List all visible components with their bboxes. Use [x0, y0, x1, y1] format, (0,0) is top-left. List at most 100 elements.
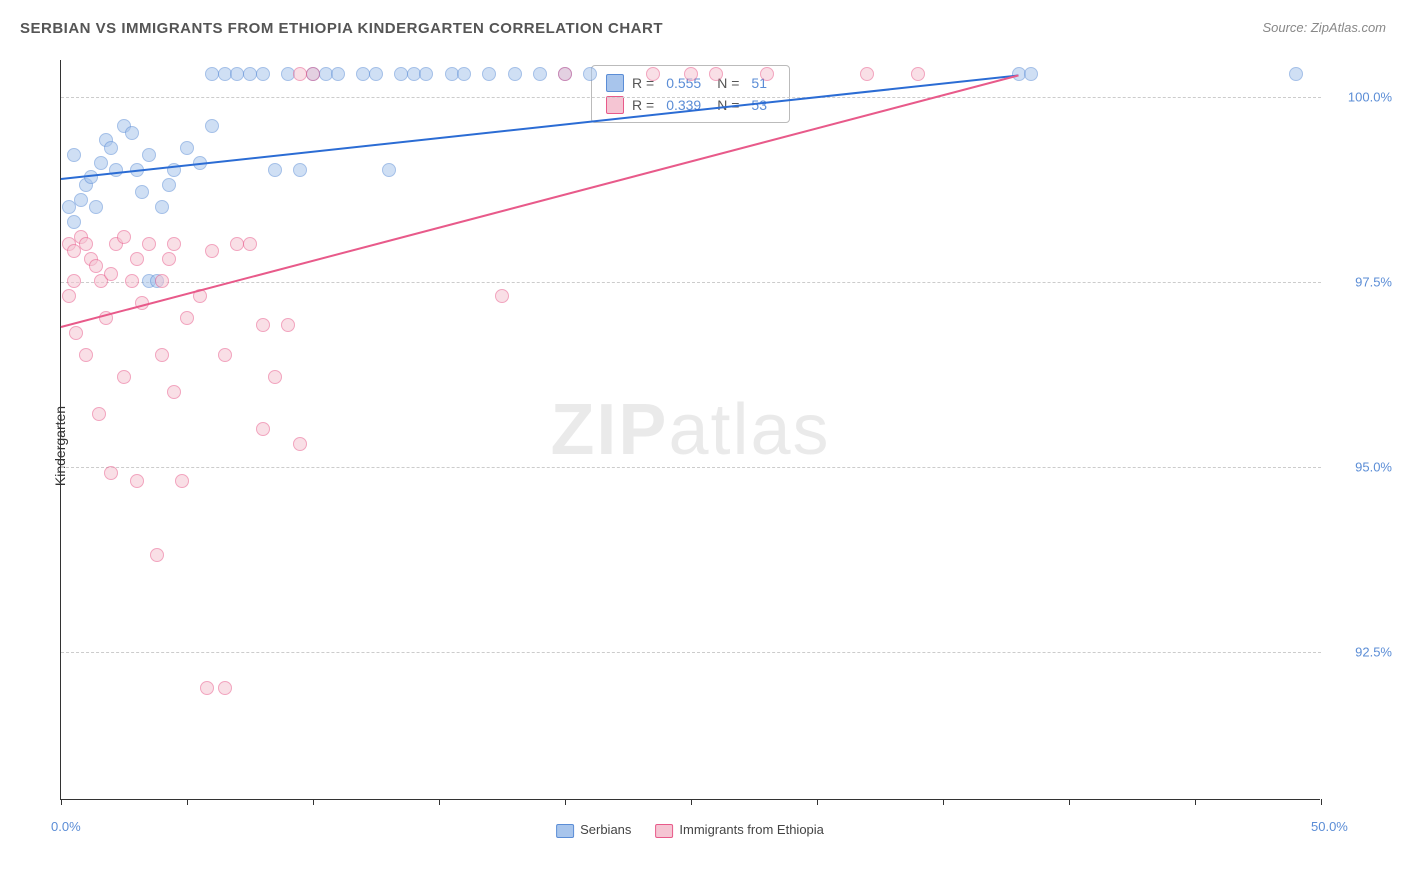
data-point [142, 237, 156, 251]
legend-swatch [556, 824, 574, 838]
data-point [293, 437, 307, 451]
data-point [558, 67, 572, 81]
x-tick [313, 799, 314, 805]
data-point [495, 289, 509, 303]
x-tick [1069, 799, 1070, 805]
x-tick [691, 799, 692, 805]
data-point [256, 67, 270, 81]
data-point [117, 370, 131, 384]
data-point [369, 67, 383, 81]
data-point [760, 67, 774, 81]
data-point [646, 67, 660, 81]
data-point [533, 67, 547, 81]
legend-swatch [655, 824, 673, 838]
x-tick [1195, 799, 1196, 805]
data-point [1289, 67, 1303, 81]
data-point [205, 244, 219, 258]
data-point [135, 185, 149, 199]
data-point [94, 156, 108, 170]
watermark: ZIPatlas [550, 389, 830, 471]
y-tick-label: 95.0% [1355, 460, 1392, 475]
data-point [62, 289, 76, 303]
data-point [860, 67, 874, 81]
data-point [218, 348, 232, 362]
data-point [125, 126, 139, 140]
x-tick [565, 799, 566, 805]
data-point [205, 119, 219, 133]
data-point [583, 67, 597, 81]
data-point [684, 67, 698, 81]
data-point [155, 200, 169, 214]
data-point [268, 163, 282, 177]
data-point [104, 466, 118, 480]
data-point [243, 237, 257, 251]
data-point [200, 681, 214, 695]
legend-swatch [606, 74, 624, 92]
data-point [419, 67, 433, 81]
source-label: Source: ZipAtlas.com [1262, 20, 1386, 35]
chart-title: SERBIAN VS IMMIGRANTS FROM ETHIOPIA KIND… [20, 20, 663, 37]
data-point [911, 67, 925, 81]
data-point [268, 370, 282, 384]
gridline [61, 282, 1321, 283]
data-point [167, 237, 181, 251]
gridline [61, 652, 1321, 653]
x-tick [187, 799, 188, 805]
data-point [155, 348, 169, 362]
x-tick [439, 799, 440, 805]
data-point [89, 259, 103, 273]
data-point [150, 548, 164, 562]
gridline [61, 97, 1321, 98]
data-point [67, 244, 81, 258]
data-point [69, 326, 83, 340]
data-point [1024, 67, 1038, 81]
x-tick [61, 799, 62, 805]
data-point [155, 274, 169, 288]
chart-area: ZIPatlas R =0.555N =51R =0.339N =53 92.5… [60, 60, 1320, 800]
data-point [293, 67, 307, 81]
data-point [142, 148, 156, 162]
gridline [61, 467, 1321, 468]
data-point [457, 67, 471, 81]
legend-r-label: R = [632, 97, 654, 113]
data-point [281, 318, 295, 332]
data-point [109, 163, 123, 177]
data-point [104, 267, 118, 281]
x-tick-label: 50.0% [1311, 819, 1348, 834]
data-point [256, 422, 270, 436]
data-point [104, 141, 118, 155]
trend-line [61, 75, 1019, 329]
y-tick-label: 92.5% [1355, 645, 1392, 660]
y-tick-label: 100.0% [1348, 90, 1392, 105]
legend-swatch [606, 96, 624, 114]
data-point [130, 252, 144, 266]
y-tick-label: 97.5% [1355, 275, 1392, 290]
x-tick [1321, 799, 1322, 805]
x-tick-label: 0.0% [51, 819, 81, 834]
data-point [256, 318, 270, 332]
data-point [508, 67, 522, 81]
data-point [89, 200, 103, 214]
data-point [125, 274, 139, 288]
x-tick [817, 799, 818, 805]
data-point [117, 230, 131, 244]
data-point [162, 178, 176, 192]
data-point [293, 163, 307, 177]
data-point [79, 348, 93, 362]
bottom-legend-item: Serbians [556, 822, 631, 838]
data-point [62, 200, 76, 214]
data-point [92, 407, 106, 421]
data-point [482, 67, 496, 81]
data-point [84, 170, 98, 184]
bottom-legend-item: Immigrants from Ethiopia [655, 822, 824, 838]
data-point [306, 67, 320, 81]
plot-region: ZIPatlas R =0.555N =51R =0.339N =53 92.5… [60, 60, 1320, 800]
data-point [162, 252, 176, 266]
data-point [175, 474, 189, 488]
data-point [331, 67, 345, 81]
data-point [382, 163, 396, 177]
data-point [709, 67, 723, 81]
data-point [79, 237, 93, 251]
data-point [218, 681, 232, 695]
bottom-legend: Serbians Immigrants from Ethiopia [556, 822, 824, 838]
